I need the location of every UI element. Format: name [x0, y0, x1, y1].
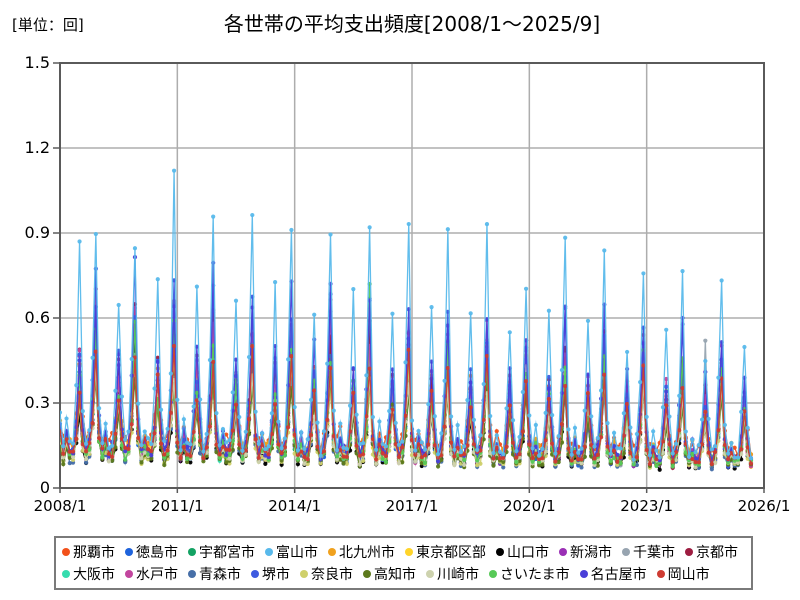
legend-item-label: 富山市: [276, 544, 318, 561]
legend-item-label: 京都市: [696, 544, 738, 561]
y-tick-label: 0.9: [24, 223, 50, 242]
legend-item[interactable]: 新潟市: [559, 542, 612, 562]
legend-item[interactable]: 水戸市: [125, 564, 178, 584]
y-tick-label: 0: [39, 478, 50, 497]
legend-item[interactable]: 名古屋市: [579, 564, 647, 584]
legend-item[interactable]: 富山市: [265, 542, 318, 562]
legend-item-label: 千葉市: [633, 544, 675, 561]
legend-item-label: 岡山市: [667, 567, 710, 584]
x-tick-label: 2023/1: [620, 497, 674, 515]
legend-item[interactable]: 岡山市: [656, 564, 710, 584]
legend-dot-icon: [405, 547, 413, 556]
legend-item-label: 大阪市: [73, 567, 115, 584]
legend-dot-icon: [62, 570, 70, 579]
legend-dot-icon: [328, 547, 336, 556]
legend-dot-icon: [579, 570, 588, 579]
legend-dot-icon: [188, 570, 196, 579]
legend-dot-icon: [363, 570, 371, 579]
x-tick-label: 2020/1: [502, 497, 556, 515]
legend-item[interactable]: 川崎市: [426, 564, 479, 584]
legend-dot-icon: [300, 570, 308, 579]
legend-dot-icon: [489, 570, 497, 579]
legend-item[interactable]: 徳島市: [125, 542, 178, 562]
legend-item-label: 北九州市: [339, 544, 395, 561]
legend-dot-icon: [622, 547, 630, 556]
legend-item-label: 徳島市: [136, 544, 178, 561]
legend-item-label: 水戸市: [136, 567, 178, 584]
legend-item[interactable]: 宇都宮市: [188, 542, 255, 562]
legend-item[interactable]: 大阪市: [62, 564, 115, 584]
legend-dot-icon: [685, 547, 693, 556]
legend-row-1: 那覇市 徳島市 宇都宮市 富山市 北九州市 東京都区部 山口市 新潟市 千葉市 京都市: [62, 542, 747, 562]
legend-item-label: 堺市: [262, 567, 290, 584]
legend-dot-icon: [656, 570, 665, 579]
x-tick-label: 2026/1: [737, 497, 791, 515]
y-tick-label: 0.3: [24, 393, 50, 412]
legend-item[interactable]: 東京都区部: [405, 542, 486, 562]
legend-dot-icon: [265, 547, 273, 556]
legend-item-label: 高知市: [374, 567, 416, 584]
x-tick-label: 2014/1: [268, 497, 322, 515]
x-tick-label: 2008/1: [33, 497, 87, 515]
legend-item[interactable]: 山口市: [496, 542, 549, 562]
legend-item-label: 宇都宮市: [199, 544, 255, 561]
legend-item-label: 青森市: [199, 567, 241, 584]
legend-item-label: 川崎市: [437, 567, 479, 584]
legend-item[interactable]: 京都市: [685, 542, 738, 562]
legend-item-label: さいたま市: [500, 567, 570, 584]
y-tick-label: 0.6: [24, 308, 50, 327]
legend-item-label: 山口市: [507, 544, 549, 561]
legend-item-label: 東京都区部: [416, 544, 486, 561]
legend-dot-icon: [496, 547, 504, 556]
legend-dot-icon: [188, 547, 196, 556]
legend-item[interactable]: 奈良市: [300, 564, 353, 584]
legend-item-label: 那覇市: [73, 544, 115, 561]
legend-item[interactable]: 那覇市: [62, 542, 115, 562]
legend-item-label: 新潟市: [570, 544, 612, 561]
legend-dot-icon: [251, 570, 259, 579]
legend-item[interactable]: 堺市: [251, 564, 290, 584]
legend-row-2: 大阪市 水戸市 青森市 堺市 奈良市 高知市 川崎市 さいたま市 名古屋市 岡山市: [62, 564, 747, 584]
legend-item-label: 名古屋市: [590, 567, 647, 584]
legend-item[interactable]: 青森市: [188, 564, 241, 584]
legend-dot-icon: [125, 570, 133, 579]
legend-item[interactable]: さいたま市: [489, 564, 570, 584]
legend-item-label: 奈良市: [311, 567, 353, 584]
x-tick-label: 2017/1: [385, 497, 439, 515]
legend-dot-icon: [559, 547, 567, 556]
legend-dot-icon: [426, 570, 434, 579]
legend-box: 那覇市 徳島市 宇都宮市 富山市 北九州市 東京都区部 山口市 新潟市 千葉市 京都市 大阪市 水戸…: [54, 536, 753, 590]
legend-item[interactable]: 千葉市: [622, 542, 675, 562]
legend-item[interactable]: 北九州市: [328, 542, 395, 562]
x-tick-label: 2011/1: [150, 497, 204, 515]
legend-dot-icon: [62, 547, 70, 556]
legend-dot-icon: [125, 547, 133, 556]
y-tick-label: 1.2: [24, 138, 50, 157]
legend-item[interactable]: 高知市: [363, 564, 416, 584]
y-tick-label: 1.5: [24, 53, 50, 72]
